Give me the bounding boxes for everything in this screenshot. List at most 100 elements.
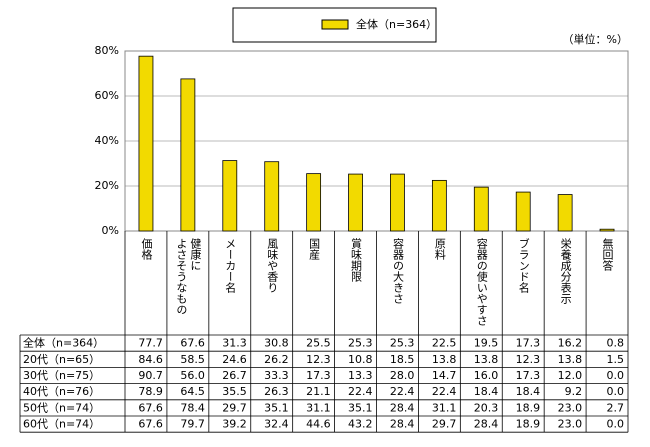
table-cell: 25.3 <box>348 337 373 350</box>
table-cell: 29.7 <box>222 401 247 414</box>
y-tick-label: 20% <box>95 179 119 192</box>
table-cell: 33.3 <box>264 369 289 382</box>
table-cell: 21.1 <box>306 385 331 398</box>
bar <box>138 55 154 232</box>
table-cell: 78.4 <box>180 401 205 414</box>
table-cell: 26.2 <box>264 353 289 366</box>
table-cell: 0.8 <box>607 337 625 350</box>
table-cell: 17.3 <box>516 369 541 382</box>
table-cell: 18.9 <box>516 401 541 414</box>
category-label: 容器の使いやすさ <box>475 238 489 326</box>
table-cell: 26.7 <box>222 369 247 382</box>
table-cell: 28.4 <box>390 401 415 414</box>
y-tick-label: 40% <box>95 134 119 147</box>
table-cell: 79.7 <box>180 418 205 431</box>
table-cell: 32.4 <box>264 418 289 431</box>
y-tick-label: 80% <box>95 44 119 57</box>
table-cell: 18.4 <box>474 385 499 398</box>
table-cell: 67.6 <box>138 418 163 431</box>
table-cell: 12.3 <box>516 353 541 366</box>
category-label: 国産 <box>307 238 321 260</box>
table-cell: 58.5 <box>180 353 205 366</box>
table-cell: 30.8 <box>264 337 289 350</box>
category-label: メーカー名 <box>223 238 237 293</box>
table-cell: 23.0 <box>558 401 583 414</box>
category-label: 賞味期限 <box>349 238 363 282</box>
table-cell: 43.2 <box>348 418 373 431</box>
table-cell: 26.3 <box>264 385 289 398</box>
table-cell: 13.8 <box>432 353 457 366</box>
table-cell: 28.0 <box>390 369 415 382</box>
row-label: 60代（n=74） <box>23 418 100 431</box>
category-label: ブランド名 <box>517 238 531 293</box>
table-cell: 20.3 <box>474 401 499 414</box>
table-cell: 84.6 <box>138 353 163 366</box>
table-cell: 0.0 <box>607 418 625 431</box>
table-cell: 18.9 <box>516 418 541 431</box>
table-cell: 90.7 <box>138 369 163 382</box>
table-cell: 0.0 <box>607 385 625 398</box>
category-label: 容器の大きさ <box>391 238 405 304</box>
table-cell: 67.6 <box>180 337 205 350</box>
bar <box>599 228 615 232</box>
table-cell: 10.8 <box>348 353 373 366</box>
table-cell: 67.6 <box>138 401 163 414</box>
table-cell: 78.9 <box>138 385 163 398</box>
table-cell: 16.2 <box>558 337 583 350</box>
bar <box>390 173 405 232</box>
category-label: 原料 <box>433 238 447 260</box>
table-cell: 22.5 <box>432 337 457 350</box>
bar <box>264 161 280 232</box>
table-cell: 19.5 <box>474 337 499 350</box>
table-cell: 28.4 <box>474 418 499 431</box>
table-cell: 14.7 <box>432 369 457 382</box>
table-cell: 13.8 <box>558 353 583 366</box>
table-cell: 22.4 <box>390 385 415 398</box>
table-cell: 31.1 <box>306 401 331 414</box>
table-cell: 25.3 <box>390 337 415 350</box>
row-label: 30代（n=75） <box>23 369 100 382</box>
table-cell: 35.1 <box>348 401 373 414</box>
category-label: 栄養成分表示 <box>559 238 573 304</box>
category-label: 風味や香り <box>265 238 279 293</box>
table-cell: 18.5 <box>390 353 415 366</box>
bar <box>431 179 447 232</box>
bar <box>306 173 322 232</box>
table-cell: 13.8 <box>474 353 499 366</box>
legend-label: 全体（n=364） <box>356 17 437 31</box>
row-label: 20代（n=65） <box>23 353 100 366</box>
bar <box>515 191 531 232</box>
table-cell: 22.4 <box>432 385 457 398</box>
table-cell: 35.1 <box>264 401 289 414</box>
unit-note: （単位：%） <box>563 32 628 46</box>
table-cell: 31.3 <box>222 337 247 350</box>
bar <box>222 160 238 232</box>
bar <box>473 186 489 232</box>
table-cell: 25.5 <box>306 337 331 350</box>
table-cell: 9.2 <box>565 385 583 398</box>
table-cell: 12.0 <box>558 369 583 382</box>
bar <box>557 194 573 232</box>
bar <box>348 173 363 232</box>
table-cell: 24.6 <box>222 353 247 366</box>
table-cell: 35.5 <box>222 385 247 398</box>
table-cell: 12.3 <box>306 353 331 366</box>
table-cell: 28.4 <box>390 418 415 431</box>
table-cell: 13.3 <box>348 369 373 382</box>
category-label: 価格 <box>139 238 153 260</box>
y-tick-label: 60% <box>95 89 119 102</box>
table-cell: 44.6 <box>306 418 331 431</box>
table-cell: 31.1 <box>432 401 457 414</box>
table-cell: 18.4 <box>516 385 541 398</box>
table-cell: 1.5 <box>607 353 625 366</box>
legend-swatch <box>321 19 349 30</box>
category-label: 健康に よさそうなもの <box>174 238 202 315</box>
table-cell: 16.0 <box>474 369 499 382</box>
table-cell: 29.7 <box>432 418 457 431</box>
y-tick-label: 0% <box>102 224 119 237</box>
table-cell: 17.3 <box>516 337 541 350</box>
row-label: 50代（n=74） <box>23 401 100 414</box>
bar <box>180 78 196 232</box>
